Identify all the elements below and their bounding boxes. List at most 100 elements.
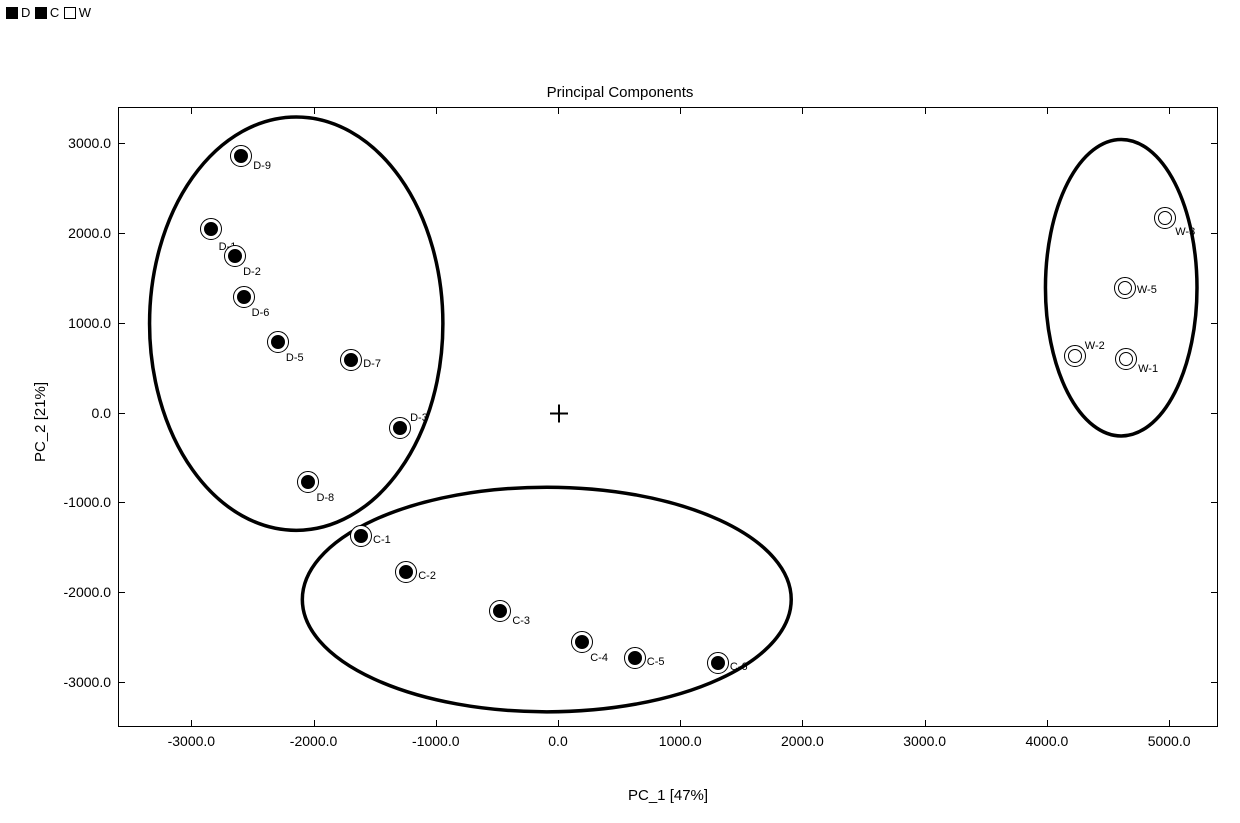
scatter-point-label: W-2 [1085, 340, 1105, 352]
y-tick-mark [1211, 233, 1218, 234]
x-tick-mark [925, 720, 926, 727]
x-tick-mark [1047, 720, 1048, 727]
scatter-point [233, 286, 255, 308]
scatter-point-inner [1118, 281, 1132, 295]
scatter-point-label: C-2 [418, 570, 436, 582]
scatter-point [230, 145, 252, 167]
scatter-point [224, 245, 246, 267]
x-tick-label: -1000.0 [412, 733, 459, 749]
y-tick-mark [1211, 143, 1218, 144]
x-tick-mark [680, 720, 681, 727]
x-tick-mark [436, 107, 437, 114]
scatter-point [350, 525, 372, 547]
legend-label: C [50, 5, 60, 20]
scatter-point [1154, 207, 1176, 229]
scatter-point [571, 631, 593, 653]
x-tick-mark [191, 107, 192, 114]
scatter-point-inner [301, 475, 315, 489]
scatter-point-inner [228, 249, 242, 263]
overlay-svg [119, 108, 1219, 728]
x-tick-mark [191, 720, 192, 727]
scatter-point-inner [628, 651, 642, 665]
scatter-point-inner [1068, 349, 1082, 363]
y-tick-mark [118, 233, 125, 234]
y-tick-label: 3000.0 [56, 135, 111, 151]
scatter-point-label: C-3 [512, 615, 530, 627]
scatter-point-inner [204, 222, 218, 236]
scatter-point-label: D-5 [286, 352, 304, 364]
legend-swatch [35, 7, 47, 19]
scatter-point-inner [234, 149, 248, 163]
scatter-point [340, 349, 362, 371]
legend-swatch [64, 7, 76, 19]
scatter-point-label: C-5 [647, 656, 665, 668]
y-tick-mark [118, 413, 125, 414]
y-tick-mark [1211, 323, 1218, 324]
x-tick-mark [1169, 720, 1170, 727]
y-tick-mark [118, 592, 125, 593]
plot-area: D-1D-2D-3D-5D-6D-7D-8D-9C-1C-2C-3C-4C-5C… [118, 107, 1218, 727]
scatter-point-label: W-3 [1175, 226, 1195, 238]
scatter-point [624, 647, 646, 669]
y-tick-mark [118, 323, 125, 324]
scatter-point-inner [271, 335, 285, 349]
legend-label: D [21, 5, 31, 20]
scatter-point-inner [344, 353, 358, 367]
scatter-point [1064, 345, 1086, 367]
legend-swatch [6, 7, 18, 19]
x-tick-label: 1000.0 [659, 733, 702, 749]
x-tick-label: 4000.0 [1025, 733, 1068, 749]
scatter-point-inner [393, 421, 407, 435]
y-tick-mark [1211, 592, 1218, 593]
x-tick-mark [558, 720, 559, 727]
scatter-point-label: C-6 [730, 661, 748, 673]
scatter-point-inner [237, 290, 251, 304]
y-tick-label: 2000.0 [56, 225, 111, 241]
legend: DCW [6, 4, 96, 20]
scatter-point [1115, 348, 1137, 370]
x-tick-mark [1047, 107, 1048, 114]
x-tick-label: 0.0 [548, 733, 567, 749]
scatter-point-label: C-4 [590, 652, 608, 664]
cluster-ellipse [150, 117, 443, 530]
scatter-point-label: D-9 [253, 160, 271, 172]
scatter-point-inner [575, 635, 589, 649]
scatter-point-inner [399, 565, 413, 579]
y-tick-label: -3000.0 [56, 674, 111, 690]
scatter-point [1114, 277, 1136, 299]
x-tick-mark [925, 107, 926, 114]
scatter-point-inner [354, 529, 368, 543]
scatter-point-label: W-5 [1137, 284, 1157, 296]
cluster-ellipse [302, 487, 791, 712]
scatter-point [395, 561, 417, 583]
scatter-point-inner [711, 656, 725, 670]
scatter-point [707, 652, 729, 674]
scatter-point-label: D-2 [243, 266, 261, 278]
x-tick-label: 5000.0 [1148, 733, 1191, 749]
y-tick-mark [118, 502, 125, 503]
x-tick-label: -3000.0 [168, 733, 215, 749]
x-tick-mark [314, 720, 315, 727]
x-tick-mark [802, 107, 803, 114]
legend-label: W [79, 5, 92, 20]
scatter-point [489, 600, 511, 622]
scatter-point-label: D-3 [410, 412, 428, 424]
x-tick-mark [558, 107, 559, 114]
scatter-point [389, 417, 411, 439]
scatter-point [297, 471, 319, 493]
x-tick-mark [680, 107, 681, 114]
y-axis-label: PC_2 [21%] [32, 382, 49, 462]
x-tick-mark [436, 720, 437, 727]
x-tick-mark [802, 720, 803, 727]
y-tick-label: 1000.0 [56, 315, 111, 331]
scatter-point-label: C-1 [373, 534, 391, 546]
scatter-point-inner [493, 604, 507, 618]
y-tick-label: 0.0 [56, 405, 111, 421]
y-tick-mark [1211, 413, 1218, 414]
scatter-point-label: D-7 [363, 358, 381, 370]
x-axis-label: PC_1 [47%] [628, 787, 708, 804]
scatter-point-label: W-1 [1138, 363, 1158, 375]
y-tick-mark [118, 143, 125, 144]
scatter-point-inner [1119, 352, 1133, 366]
scatter-point [200, 218, 222, 240]
